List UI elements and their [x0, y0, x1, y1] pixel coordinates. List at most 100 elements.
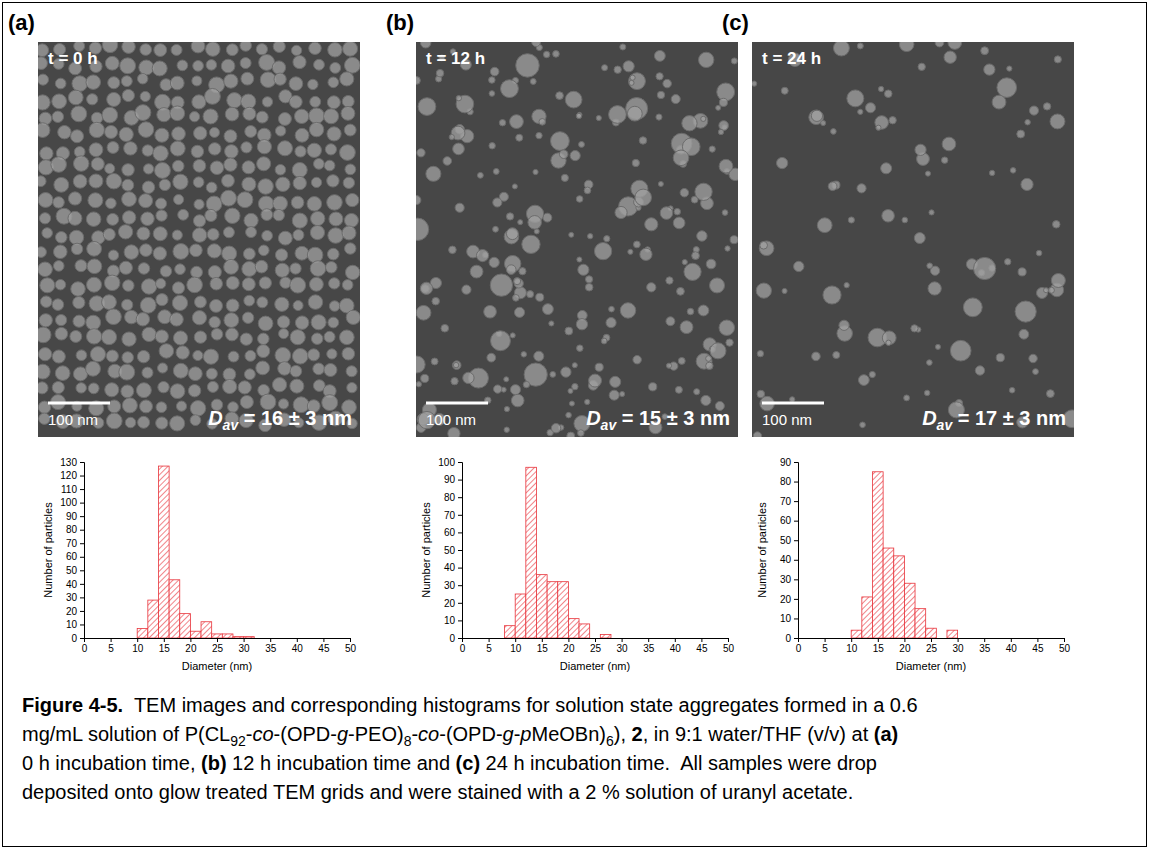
texture-particle [1029, 354, 1037, 362]
texture-particle [489, 91, 495, 97]
bar [568, 619, 579, 638]
texture-particle [156, 402, 167, 413]
tick: 40 [1006, 638, 1018, 654]
texture-particle [52, 299, 64, 311]
texture-particle [155, 128, 169, 142]
texture-particle [173, 174, 188, 189]
texture-particle [935, 344, 940, 349]
bar [233, 637, 244, 638]
texture-particle [1005, 259, 1011, 265]
texture-particle [794, 261, 804, 271]
tick: 40 [444, 562, 462, 573]
tick-label: 25 [212, 643, 224, 654]
texture-particle [140, 91, 150, 101]
texture-particle [325, 144, 336, 155]
texture-particle [666, 363, 671, 368]
tick-label: 5 [822, 643, 828, 654]
texture-particle [193, 177, 204, 188]
tick: 0 [785, 633, 798, 644]
tick-mark [80, 530, 84, 531]
texture-particle [141, 279, 156, 294]
tick: 130 [60, 457, 84, 468]
tick-label: 35 [979, 643, 991, 654]
texture-particle [1054, 56, 1061, 63]
texture-particle [342, 280, 353, 291]
texture-particle [55, 78, 66, 89]
texture-particle [528, 216, 542, 230]
texture-particle [324, 364, 337, 377]
texture-particle [38, 123, 50, 138]
texture-particle [170, 313, 183, 326]
texture-particle [565, 327, 573, 335]
texture-particle [559, 150, 568, 159]
texture-particle [569, 401, 574, 406]
texture-particle [549, 321, 554, 326]
texture-particle [1007, 66, 1012, 71]
tick-label: 15 [159, 643, 171, 654]
texture-particle [1015, 301, 1036, 322]
texture-particle [1053, 221, 1061, 229]
texture-particle [630, 75, 635, 80]
texture-particle [756, 283, 771, 298]
tick-mark [1011, 638, 1012, 642]
texture-particle [899, 42, 914, 52]
texture-particle [324, 109, 339, 124]
texture-particle [222, 174, 235, 187]
texture-particle [941, 157, 947, 163]
average-diameter-value: = 15 ± 3 nm [616, 407, 730, 429]
texture-particle [629, 80, 634, 85]
texture-particle [628, 249, 633, 254]
texture-particle [105, 125, 118, 138]
texture-particle [273, 42, 285, 52]
texture-particle [226, 276, 239, 289]
texture-particle [553, 51, 560, 58]
tick-label: 10 [132, 643, 144, 654]
caption-run: deposited onto glow treated TEM grids an… [22, 781, 853, 803]
texture-particle [697, 231, 707, 241]
texture-particle [449, 134, 454, 139]
caption-run: (b) [201, 752, 227, 774]
texture-particle [138, 416, 150, 428]
texture-particle [223, 368, 236, 381]
tick-mark [984, 638, 985, 642]
texture-particle [658, 181, 663, 186]
texture-particle [178, 209, 189, 220]
tick-mark [80, 597, 84, 598]
axis-line [799, 639, 1065, 643]
texture-particle [534, 351, 544, 361]
tick-mark [80, 557, 84, 558]
texture-particle [974, 257, 996, 279]
tick: 50 [66, 565, 84, 576]
tick-mark [675, 638, 676, 642]
texture-particle [158, 363, 168, 373]
texture-particle [205, 88, 221, 104]
texture-particle [577, 257, 582, 262]
texture-particle [790, 397, 795, 402]
texture-particle [175, 264, 186, 275]
texture-particle [1033, 369, 1039, 375]
texture-particle [510, 385, 520, 395]
texture-particle [844, 283, 849, 288]
histogram: 0510152025303540455001020304050607080901… [42, 457, 356, 672]
texture-particle [159, 179, 170, 190]
texture-particle [1017, 130, 1025, 138]
texture-particle [811, 110, 822, 121]
texture-particle [752, 81, 757, 86]
tick: 20 [66, 606, 84, 617]
texture-particle [687, 308, 694, 315]
tick-mark [80, 516, 84, 517]
texture-particle [448, 427, 460, 437]
texture-particle [52, 350, 65, 363]
texture-particle [52, 94, 67, 109]
texture-particle [68, 211, 82, 225]
texture-particle [463, 372, 474, 383]
tick-label: 10 [66, 619, 78, 630]
tem-image [38, 42, 360, 437]
caption-run: Figure 4-5. [22, 694, 123, 716]
average-diameter-subscript: av [223, 417, 240, 433]
texture-particle [731, 58, 737, 64]
axis-line [463, 639, 729, 643]
texture-particle [193, 350, 203, 360]
texture-particle [192, 228, 206, 242]
texture-particle [722, 210, 728, 216]
